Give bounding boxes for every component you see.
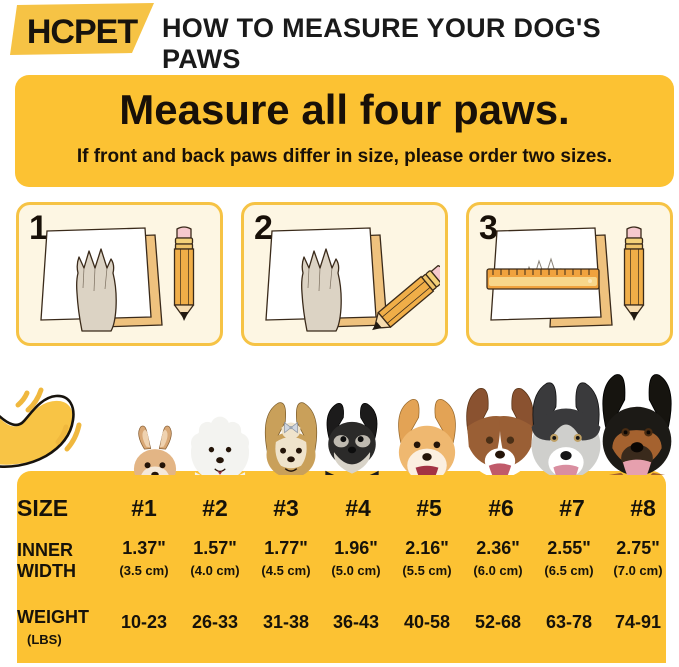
svg-text:HCPET: HCPET	[27, 13, 138, 51]
